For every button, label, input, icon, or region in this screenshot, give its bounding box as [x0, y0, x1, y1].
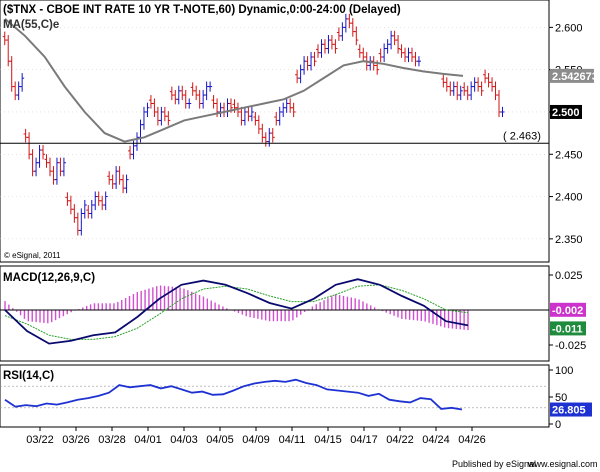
footer: Published by eSignal www.esignal.com	[452, 459, 598, 469]
date-tick-label: 04/05	[206, 434, 234, 446]
price-bar	[416, 56, 421, 67]
price-tick-label: 2.600	[555, 22, 583, 34]
rsi-legend-label: RSI(14,C)	[3, 370, 54, 382]
price-bar	[396, 34, 401, 54]
moving-average-line	[4, 18, 464, 143]
price-bar	[82, 199, 87, 219]
published-by-text: Published by eSignal	[452, 459, 536, 469]
macd-line	[4, 278, 469, 345]
price-bars	[2, 13, 505, 236]
copyright-note: © eSignal, 2011	[4, 251, 61, 260]
price-bar	[312, 51, 317, 67]
rsi-tick-label: 100	[555, 365, 573, 377]
macd-tick-label: -0.025	[555, 340, 586, 352]
ma-value-label: 2.542673	[552, 71, 598, 83]
price-bar	[354, 26, 359, 46]
date-tick-label: 03/28	[98, 434, 126, 446]
date-tick-label: 04/22	[386, 434, 414, 446]
rsi-tick-label: 0	[555, 419, 561, 431]
price-panel-frame	[0, 0, 550, 263]
esignal-site-text: www.esignal.com	[527, 459, 598, 469]
macd-signal-line	[4, 284, 469, 340]
date-tick-label: 03/26	[62, 434, 90, 446]
date-tick-label: 03/22	[26, 434, 54, 446]
date-axis: 03/22 03/26 03/28 04/01 04/03 04/05 04/09 04/11…	[26, 427, 486, 446]
rsi-value-box: 26.805	[550, 402, 592, 417]
price-bar	[187, 98, 192, 109]
date-tick-label: 04/09	[242, 434, 270, 446]
macd-legend-label: MACD(12,26,9,C)	[3, 272, 95, 284]
macd-panel-frame	[0, 265, 550, 362]
price-bar	[124, 174, 129, 194]
date-tick-label: 04/11	[279, 434, 306, 446]
macd-panel: MACD(12,26,9,C)	[0, 265, 550, 362]
macd-axis: 0.025 -0.025 -0.002 -0.011	[549, 270, 586, 352]
rsi-panel: RSI(14,C)	[0, 364, 550, 428]
macd-histogram	[4, 285, 469, 331]
ma-legend-label: MA(55,C)e	[3, 19, 59, 31]
price-bar	[291, 102, 296, 118]
date-tick-label: 04/17	[350, 434, 378, 446]
macd-value-box: -0.011	[550, 321, 586, 336]
signal-value-box: -0.002	[550, 302, 586, 317]
price-bar	[500, 106, 505, 118]
price-bar	[166, 111, 171, 126]
price-bar	[20, 73, 25, 92]
last-price-box: 2.500	[550, 104, 582, 119]
ma-value-box: 2.542673	[550, 68, 598, 83]
price-bar	[103, 191, 108, 211]
date-tick-label: 04/15	[314, 434, 342, 446]
macd-value-label: -0.011	[552, 323, 583, 335]
date-tick-label: 04/24	[422, 434, 450, 446]
price-panel: ( 2.463) ($TNX - CBOE INT RATE 10 YR T-N…	[0, 0, 550, 263]
price-bar	[458, 85, 463, 101]
price-tick-label: 2.450	[555, 149, 583, 161]
price-tick-label: 2.400	[555, 192, 583, 204]
price-bar	[479, 81, 484, 96]
date-tick-label: 04/03	[170, 434, 198, 446]
date-tick-label: 04/01	[134, 434, 162, 446]
price-tick-label: 2.350	[555, 234, 583, 246]
rsi-line	[4, 378, 463, 411]
rsi-panel-frame	[0, 364, 550, 428]
rsi-tick-label: 50	[555, 392, 567, 404]
rsi-tick-labels: 100 50 0	[549, 365, 573, 431]
price-bar	[61, 157, 66, 177]
rsi-axis: 100 50 0 26.805	[549, 365, 592, 431]
macd-tick-label: 0.025	[555, 270, 583, 282]
level-line-label: ( 2.463)	[503, 130, 541, 142]
price-bar	[208, 81, 213, 92]
price-bar	[145, 102, 150, 118]
price-bar	[333, 39, 338, 54]
price-bar	[270, 128, 275, 143]
price-bar	[41, 144, 46, 160]
date-tick-label: 04/26	[458, 434, 486, 446]
last-price-label: 2.500	[552, 107, 580, 119]
signal-value-label: -0.002	[552, 305, 583, 317]
macd-tick-labels: 0.025 -0.025	[549, 270, 586, 352]
price-bar	[249, 106, 254, 122]
rsi-guide-lines	[0, 385, 549, 409]
rsi-value-label: 26.805	[552, 405, 586, 417]
chart-title: ($TNX - CBOE INT RATE 10 YR T-NOTE,60) D…	[3, 4, 401, 16]
